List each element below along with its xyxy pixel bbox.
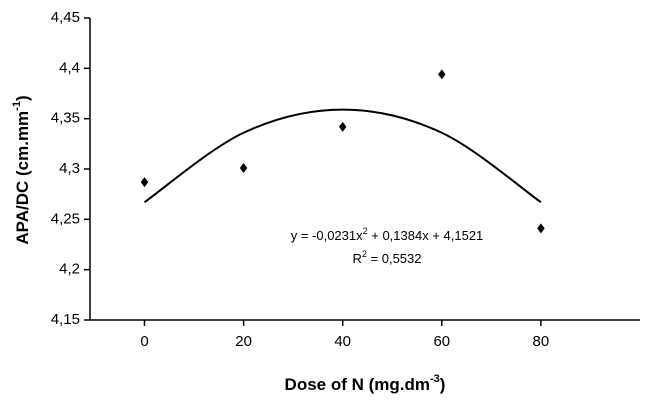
r2-main: R [353,251,362,266]
y-tick-label: 4,3 [59,160,80,177]
y-tick-label: 4,15 [51,311,80,328]
x-title-end: ) [440,375,446,394]
x-tick-label: 80 [533,333,550,350]
data-point [140,177,149,188]
y-tick-label: 4,45 [51,9,80,26]
y-tick-label: 4,35 [51,110,80,127]
data-point [438,69,446,80]
y-title-main: APA/DC (cm.mm [13,111,32,245]
trend-line [143,108,542,204]
eq-main: y = -0,0231x [291,228,363,243]
y-tick-label: 4,4 [59,59,80,76]
r2-end: = 0,5532 [367,251,422,266]
x-tick-label: 60 [433,333,450,350]
r2-sup: 2 [362,249,367,259]
data-point [338,121,347,132]
r-squared: R2 = 0,5532 [353,249,422,266]
y-tick-label: 4,2 [59,261,80,278]
x-title-sup: -3 [430,373,440,385]
equation: y = -0,0231x2 + 0,1384x + 4,1521 [291,226,484,243]
x-tick-label: 20 [235,333,252,350]
data-point [239,162,248,173]
y-title-sup: -1 [11,101,23,111]
x-axis-title: Dose of N (mg.dm-3) [285,373,446,395]
x-title-main: Dose of N (mg.dm [285,375,430,394]
eq-end: + 0,1384x + 4,1521 [368,228,484,243]
y-title-end: ) [13,95,32,101]
y-tick-label: 4,25 [51,210,80,227]
y-axis-title: APA/DC (cm.mm-1) [11,95,33,244]
eq-sup: 2 [363,226,368,236]
x-tick-label: 40 [334,333,351,350]
data-point [537,223,545,234]
x-tick-label: 0 [140,333,148,350]
